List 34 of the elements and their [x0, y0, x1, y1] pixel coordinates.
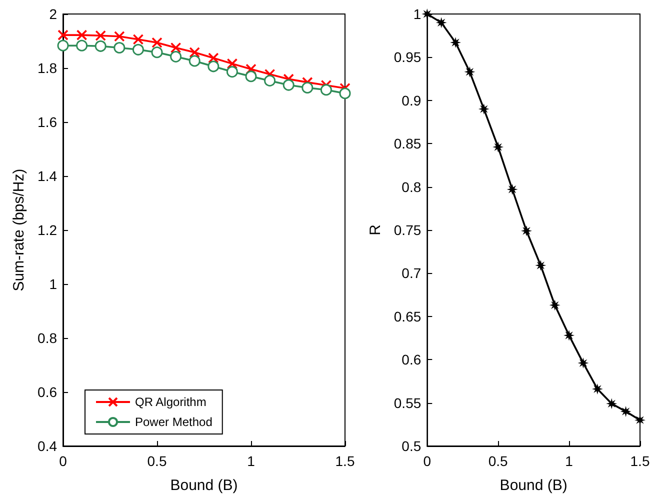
- y-tick-label: 1.4: [38, 168, 58, 184]
- x-tick-label: 0: [423, 453, 432, 469]
- y-tick-label: 1: [49, 276, 58, 292]
- y-tick-label: 0.55: [394, 394, 422, 411]
- y-tick-label: 2: [49, 6, 58, 22]
- x-tick-label: 1: [247, 453, 256, 469]
- y-tick-label: 1: [413, 6, 422, 22]
- y-tick-label: 0.6: [402, 352, 422, 368]
- x-tick-label: 1.5: [630, 453, 650, 469]
- y-tick-label: 0.5: [402, 438, 422, 454]
- x-tick-label: 1: [565, 453, 574, 469]
- y-tick-label: 1.8: [38, 60, 58, 76]
- y-tick-label: 0.75: [394, 222, 422, 238]
- y-tick-label: 1.2: [38, 222, 58, 238]
- legend-label: QR Algorithm: [135, 395, 206, 409]
- x-tick-label: 0.5: [488, 453, 508, 469]
- x-axis-title: Bound (B): [170, 477, 238, 494]
- y-tick-label: 0.65: [394, 308, 422, 324]
- y-tick-label: 0.8: [402, 178, 422, 195]
- y-tick-label: 0.8: [38, 330, 58, 346]
- y-tick-label: 0.85: [394, 136, 422, 152]
- y-axis-title: Sum-rate (bps/Hz): [10, 168, 28, 292]
- y-tick-label: 0.9: [402, 92, 422, 108]
- x-tick-label: 0.5: [147, 453, 167, 469]
- y-tick-label: 0.6: [38, 384, 58, 400]
- y-tick-label: 0.7: [402, 265, 422, 282]
- y-tick-label: 1.6: [38, 114, 58, 130]
- y-axis-title: R: [367, 224, 384, 236]
- legend-label: Power Method: [135, 415, 212, 429]
- x-tick-label: 1.5: [335, 453, 355, 469]
- x-tick-label: 0: [59, 453, 68, 469]
- y-tick-label: 0.4: [38, 438, 58, 454]
- y-tick-label: 0.95: [394, 49, 422, 66]
- x-axis-title: Bound (B): [500, 477, 568, 494]
